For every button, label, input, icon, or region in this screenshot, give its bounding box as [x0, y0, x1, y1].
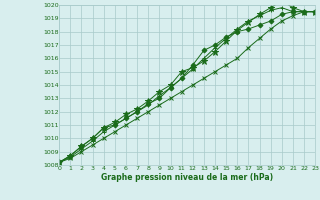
- X-axis label: Graphe pression niveau de la mer (hPa): Graphe pression niveau de la mer (hPa): [101, 173, 273, 182]
